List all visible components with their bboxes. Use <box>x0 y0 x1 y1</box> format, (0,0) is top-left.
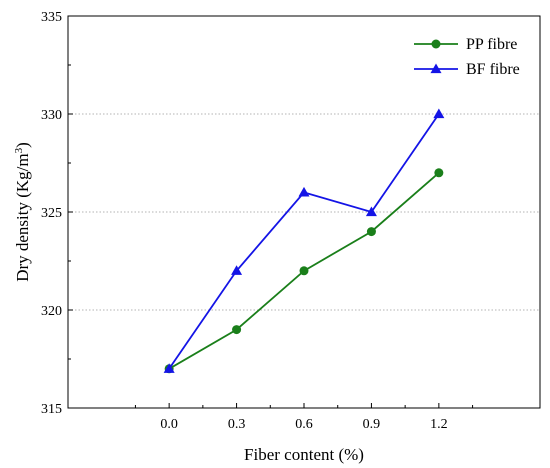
y-tick-label-0: 315 <box>41 402 62 417</box>
legend-marker-1 <box>430 63 442 74</box>
series-line-1 <box>168 113 440 370</box>
y-tick-label-3: 330 <box>41 108 62 123</box>
series-1-point-2 <box>298 186 310 197</box>
y-axis-title-sup: 3 <box>13 147 25 153</box>
x-tick-label-0: 0.0 <box>160 417 178 432</box>
x-tick-label-1: 0.3 <box>228 417 246 432</box>
axis-ticks: 315 320 325 330 335 0.0 0.3 0.6 0.9 1.2 <box>41 10 474 432</box>
series-0-point-2 <box>299 266 309 276</box>
y-tick-label-2: 325 <box>41 206 62 221</box>
legend: PP fibre BF fibre <box>414 36 520 78</box>
series-1-point-1 <box>231 265 243 275</box>
series-1-point-3 <box>365 206 377 217</box>
y-axis-title-main: Dry density (Kg/m <box>13 153 32 281</box>
series-0-point-1 <box>232 325 242 335</box>
series-1-point-4 <box>433 108 445 119</box>
y-axis-title: Dry density (Kg/m3) <box>13 142 32 282</box>
y-axis-title-close: ) <box>13 142 32 148</box>
grid-lines <box>68 113 540 311</box>
legend-label-0: PP fibre <box>466 36 517 53</box>
x-tick-label-2: 0.6 <box>295 417 313 432</box>
series-0 <box>164 168 444 374</box>
series-1-point-0 <box>163 363 175 373</box>
series-0-point-3 <box>366 227 376 237</box>
series-lines <box>163 108 445 374</box>
legend-marker-0 <box>431 39 441 49</box>
y-tick-label-1: 320 <box>41 304 62 319</box>
series-1 <box>163 108 445 373</box>
series-0-point-4 <box>434 168 444 178</box>
x-axis-title: Fiber content (%) <box>244 445 364 464</box>
legend-label-1: BF fibre <box>466 61 520 78</box>
y-tick-label-4: 335 <box>41 10 62 25</box>
x-tick-label-3: 0.9 <box>363 417 381 432</box>
x-tick-label-4: 1.2 <box>430 417 448 432</box>
